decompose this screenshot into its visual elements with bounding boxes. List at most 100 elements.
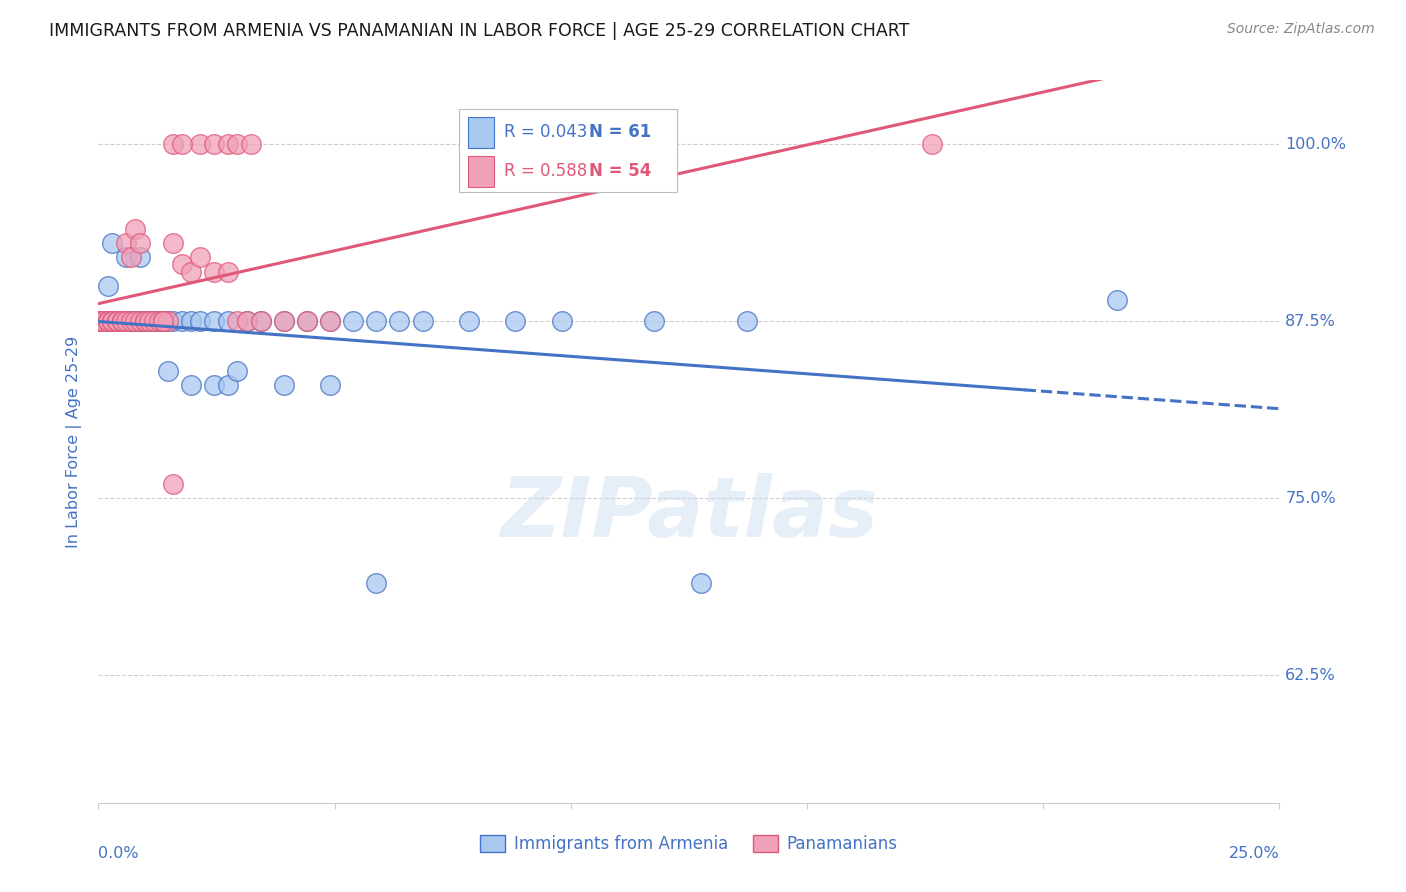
Point [134, 314, 156, 328]
FancyBboxPatch shape [458, 109, 678, 193]
Point [105, 314, 128, 328]
Point [91, 314, 114, 328]
Point [273, 314, 295, 328]
Text: 62.5%: 62.5% [1285, 668, 1336, 682]
Point [143, 314, 166, 328]
Point [366, 314, 388, 328]
Point [105, 314, 128, 328]
Point [319, 314, 342, 328]
Point [273, 377, 295, 392]
Point [101, 314, 124, 328]
Point [110, 314, 132, 328]
Point [152, 314, 174, 328]
Point [180, 264, 202, 278]
Text: 75.0%: 75.0% [1285, 491, 1336, 506]
Point [129, 314, 152, 328]
Bar [468, 117, 494, 147]
Point [180, 314, 202, 328]
Point [202, 377, 225, 392]
Point [550, 314, 572, 328]
Point [148, 314, 170, 328]
Point [105, 314, 128, 328]
Point [458, 314, 481, 328]
Point [101, 314, 124, 328]
Point [249, 314, 271, 328]
Point [162, 477, 184, 491]
Point [91, 314, 114, 328]
Point [115, 314, 138, 328]
Point [170, 257, 193, 271]
Point [97, 314, 120, 328]
Point [143, 314, 166, 328]
Point [226, 314, 249, 328]
Point [105, 314, 128, 328]
Point [115, 314, 138, 328]
Point [319, 377, 342, 392]
Point [162, 136, 184, 151]
Point [105, 314, 128, 328]
Point [148, 314, 170, 328]
Point [162, 236, 184, 251]
Point [97, 314, 120, 328]
Point [202, 264, 225, 278]
Point [97, 314, 120, 328]
Point [124, 222, 146, 236]
Point [138, 314, 160, 328]
Point [120, 251, 142, 265]
Point [120, 314, 142, 328]
Point [97, 278, 120, 293]
Point [249, 314, 271, 328]
Point [170, 136, 193, 151]
Text: ZIPatlas: ZIPatlas [501, 474, 877, 554]
Point [143, 314, 166, 328]
Text: 25.0%: 25.0% [1229, 847, 1279, 861]
Point [217, 136, 239, 151]
Text: N = 54: N = 54 [589, 162, 651, 180]
Point [217, 314, 239, 328]
Text: 100.0%: 100.0% [1285, 136, 1347, 152]
Point [134, 314, 156, 328]
Point [235, 314, 257, 328]
Y-axis label: In Labor Force | Age 25-29: In Labor Force | Age 25-29 [66, 335, 83, 548]
Point [162, 314, 184, 328]
Point [129, 236, 152, 251]
Point [217, 264, 239, 278]
Point [101, 314, 124, 328]
Point [188, 314, 211, 328]
Point [110, 314, 132, 328]
Point [202, 136, 225, 151]
Point [921, 136, 943, 151]
Point [412, 314, 434, 328]
Point [156, 314, 179, 328]
Point [226, 364, 249, 378]
Point [240, 136, 263, 151]
Point [388, 314, 411, 328]
Point [115, 236, 138, 251]
Point [188, 251, 211, 265]
Point [110, 314, 132, 328]
Point [643, 314, 665, 328]
Point [235, 314, 257, 328]
Point [124, 314, 146, 328]
Point [156, 364, 179, 378]
Point [115, 251, 138, 265]
Point [134, 314, 156, 328]
Point [689, 576, 711, 591]
Point [217, 377, 239, 392]
Point [180, 377, 202, 392]
Point [110, 314, 132, 328]
Point [342, 314, 364, 328]
Point [87, 314, 110, 328]
Text: Source: ZipAtlas.com: Source: ZipAtlas.com [1227, 22, 1375, 37]
Point [188, 136, 211, 151]
Point [366, 576, 388, 591]
Point [91, 314, 114, 328]
Point [97, 314, 120, 328]
Text: 87.5%: 87.5% [1285, 314, 1336, 328]
Point [129, 251, 152, 265]
Point [129, 314, 152, 328]
Point [273, 314, 295, 328]
Point [87, 314, 110, 328]
Point [295, 314, 318, 328]
Point [295, 314, 318, 328]
